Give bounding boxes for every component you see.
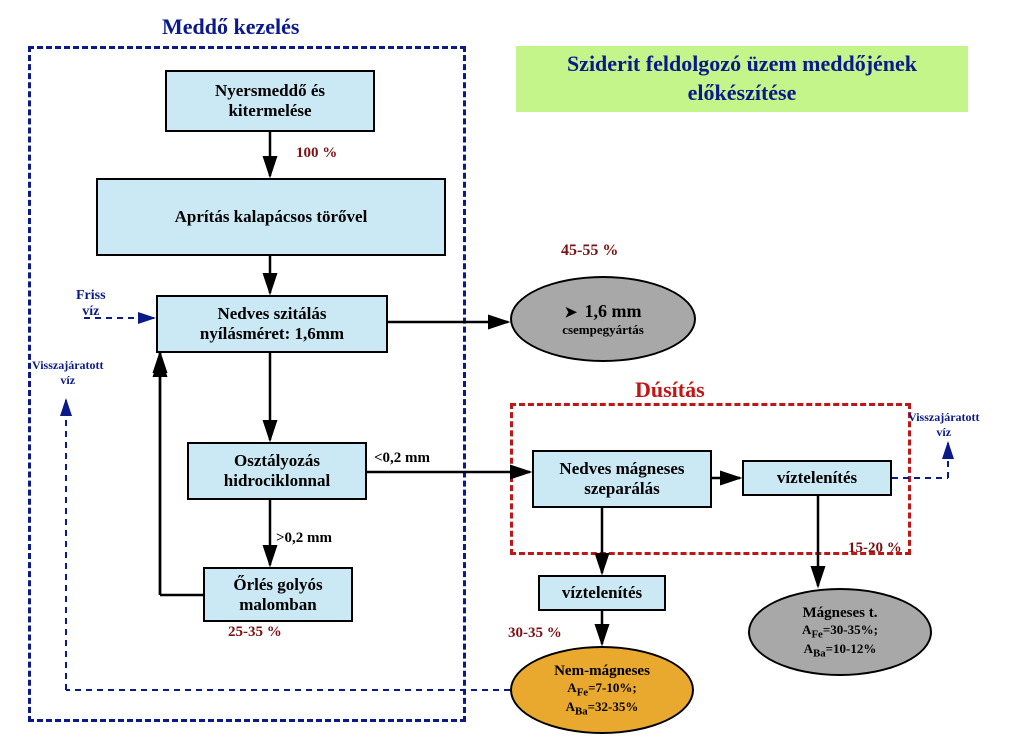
node-text: víztelenítés bbox=[777, 468, 857, 488]
flowchart-stage: Meddő kezelés Sziderit feldolgozó üzem m… bbox=[0, 0, 1021, 754]
node-text: Nyersmeddő és bbox=[215, 81, 325, 101]
label-vissza1: Visszajáratottvíz bbox=[32, 358, 104, 388]
node-text: malomban bbox=[239, 595, 316, 615]
node-viztelenites-1: víztelenítés bbox=[742, 460, 892, 496]
node-text: kitermelése bbox=[228, 101, 311, 121]
output-nem-magneses: Nem-mágneses AFe=7-10%; ABa=32-35% bbox=[510, 646, 694, 734]
node-text: szeparálás bbox=[584, 479, 660, 499]
label-friss: Frissvíz bbox=[76, 288, 106, 320]
ellipse-text: AFe=30-35%; bbox=[802, 622, 878, 641]
node-text: hidrociklonnal bbox=[224, 471, 330, 491]
ellipse-text: ABa=32-35% bbox=[566, 699, 639, 718]
label-pct100: 100 % bbox=[296, 145, 337, 162]
ellipse-text: Nem-mágneses bbox=[554, 663, 650, 680]
node-nedves-szitalas: Nedves szitálás nyílásméret: 1,6mm bbox=[156, 295, 388, 353]
node-text: Osztályozás bbox=[234, 451, 320, 471]
label-gt02: >0,2 mm bbox=[276, 530, 332, 547]
output-magneses: Mágneses t. AFe=30-35%; ABa=10-12% bbox=[748, 588, 932, 676]
node-orles: Őrlés golyós malomban bbox=[203, 567, 353, 622]
label-pct2535: 25-35 % bbox=[228, 624, 282, 641]
node-nyersmeddo: Nyersmeddő és kitermelése bbox=[165, 70, 375, 132]
node-text: Nedves szitálás bbox=[217, 304, 326, 324]
ellipse-text: ABa=10-12% bbox=[804, 641, 877, 660]
output-csempegyartas: ➤ 1,6 mm csempegyártás bbox=[510, 276, 696, 362]
node-text: Nedves mágneses bbox=[559, 459, 684, 479]
section-title-dusitas: Dúsítás bbox=[635, 377, 705, 403]
section-title-meddo: Meddő kezelés bbox=[162, 14, 299, 40]
title-box-text: Sziderit feldolgozó üzem meddőjének elők… bbox=[516, 50, 968, 107]
ellipse-text: Mágneses t. bbox=[803, 605, 878, 622]
node-text: víztelenítés bbox=[562, 583, 642, 603]
ellipse-text: 1,6 mm bbox=[585, 301, 642, 321]
ellipse-text: AFe=7-10%; bbox=[567, 680, 636, 699]
ellipse-text: csempegyártás bbox=[562, 322, 644, 338]
title-box: Sziderit feldolgozó üzem meddőjének elők… bbox=[516, 46, 968, 112]
label-lt02: <0,2 mm bbox=[374, 450, 430, 467]
tri-icon: ➤ bbox=[564, 305, 577, 321]
node-text: Őrlés golyós bbox=[233, 575, 322, 595]
node-text: nyílásméret: 1,6mm bbox=[200, 324, 344, 344]
node-apritas: Aprítás kalapácsos törővel bbox=[96, 178, 446, 256]
label-pct3035: 30-35 % bbox=[508, 625, 562, 642]
label-pct4555: 45-55 % bbox=[561, 242, 618, 260]
node-magneses-szeparalas: Nedves mágneses szeparálás bbox=[532, 450, 712, 508]
label-pct1520: 15-20 % bbox=[848, 540, 902, 557]
node-viztelenites-2: víztelenítés bbox=[538, 575, 666, 611]
label-vissza2: Visszajáratottvíz bbox=[908, 410, 980, 440]
node-osztalyozas: Osztályozás hidrociklonnal bbox=[187, 442, 367, 500]
node-text: Aprítás kalapácsos törővel bbox=[175, 207, 368, 227]
